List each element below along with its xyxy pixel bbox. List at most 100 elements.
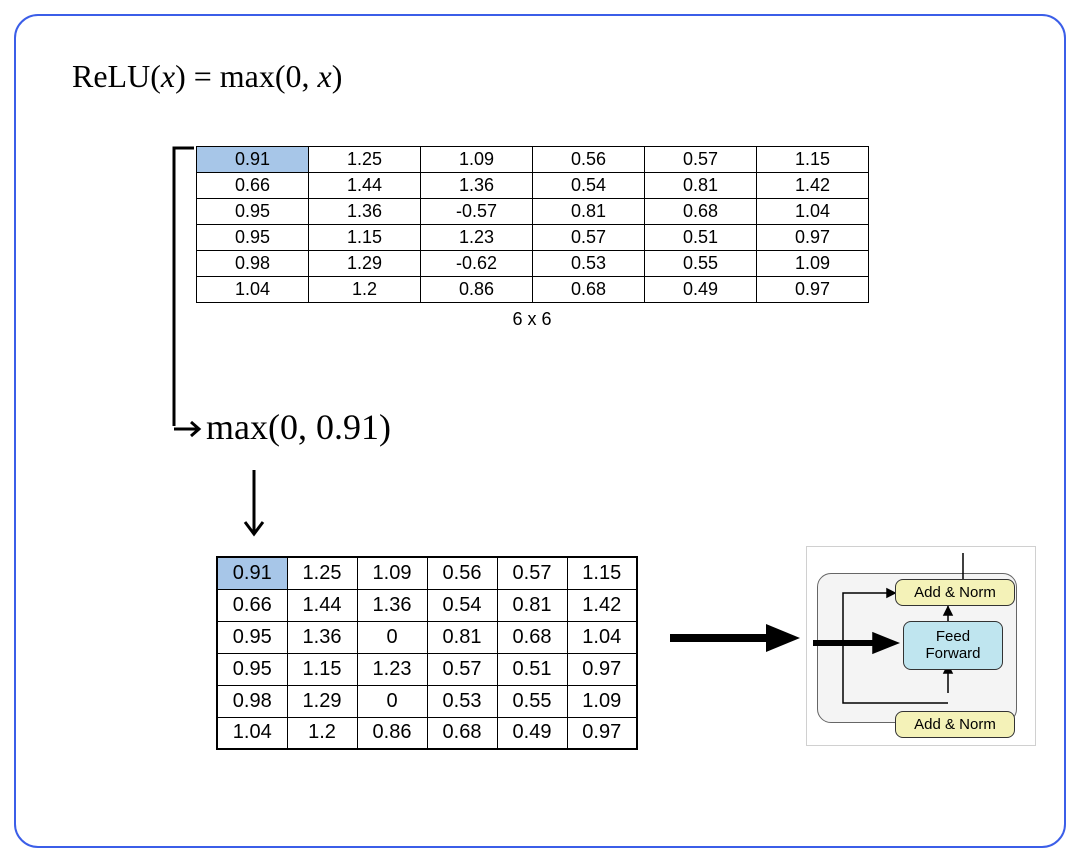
max-expression: max(0, 0.91) <box>206 406 391 448</box>
table-cell: 0.55 <box>497 685 567 717</box>
table-cell: 1.15 <box>567 557 637 589</box>
table-cell: 0.49 <box>497 717 567 749</box>
table-cell: 1.2 <box>287 717 357 749</box>
table-cell: 0.55 <box>645 251 757 277</box>
table-cell: 1.15 <box>757 147 869 173</box>
transformer-diagram: Add & Norm Feed Forward Add & Norm <box>806 546 1036 746</box>
table-cell: 0.97 <box>757 277 869 303</box>
table-cell: 0.57 <box>497 557 567 589</box>
table-row: 0.91 1.25 1.09 0.56 0.57 1.15 <box>197 147 869 173</box>
table-cell: 0.68 <box>427 717 497 749</box>
table-cell: 0.68 <box>497 621 567 653</box>
table-cell: 1.36 <box>421 173 533 199</box>
table-cell: 1.15 <box>287 653 357 685</box>
down-arrow-icon <box>241 466 267 546</box>
table-cell: 0.91 <box>197 147 309 173</box>
table-cell: 0.97 <box>757 225 869 251</box>
table-cell: 0.81 <box>645 173 757 199</box>
input-matrix-table: 0.91 1.25 1.09 0.56 0.57 1.15 0.66 1.44 … <box>196 146 869 303</box>
table-cell: 0.95 <box>217 621 287 653</box>
table-cell: 0.81 <box>533 199 645 225</box>
table-cell: 1.42 <box>567 589 637 621</box>
table-cell: 0.56 <box>427 557 497 589</box>
output-matrix-table: 0.91 1.25 1.09 0.56 0.57 1.15 0.66 1.44 … <box>216 556 638 750</box>
table-row: 1.04 1.2 0.86 0.68 0.49 0.97 <box>197 277 869 303</box>
table-cell: 1.25 <box>309 147 421 173</box>
table-row: 0.91 1.25 1.09 0.56 0.57 1.15 <box>217 557 637 589</box>
table-cell: 0.51 <box>497 653 567 685</box>
table-cell: 0.53 <box>427 685 497 717</box>
table-cell: 0.95 <box>217 653 287 685</box>
table-cell: 1.04 <box>567 621 637 653</box>
table-cell: 0.54 <box>427 589 497 621</box>
table-cell: 0.81 <box>497 589 567 621</box>
input-table-caption: 6 x 6 <box>196 309 868 330</box>
table-cell: 0.86 <box>357 717 427 749</box>
table-cell: 1.09 <box>757 251 869 277</box>
output-table-container: 0.91 1.25 1.09 0.56 0.57 1.15 0.66 1.44 … <box>216 556 638 750</box>
table-row: 0.66 1.44 1.36 0.54 0.81 1.42 <box>217 589 637 621</box>
table-cell: 0.98 <box>197 251 309 277</box>
table-cell: 0.66 <box>217 589 287 621</box>
table-cell: 1.36 <box>287 621 357 653</box>
table-cell: 1.29 <box>287 685 357 717</box>
table-cell: 1.04 <box>197 277 309 303</box>
table-cell: 0.97 <box>567 653 637 685</box>
table-cell: 1.09 <box>357 557 427 589</box>
table-cell: 0.68 <box>645 199 757 225</box>
table-cell: 0.57 <box>645 147 757 173</box>
table-cell: 1.36 <box>357 589 427 621</box>
table-cell: 1.44 <box>309 173 421 199</box>
table-row: 0.98 1.29 0 0.53 0.55 1.09 <box>217 685 637 717</box>
add-norm-block-top: Add & Norm <box>895 579 1015 606</box>
table-cell: 1.42 <box>757 173 869 199</box>
table-cell: 0.86 <box>421 277 533 303</box>
table-cell: 0 <box>357 621 427 653</box>
table-cell: 0.81 <box>427 621 497 653</box>
table-cell: 1.44 <box>287 589 357 621</box>
table-cell: 1.04 <box>757 199 869 225</box>
table-cell: 1.04 <box>217 717 287 749</box>
table-cell: 0.95 <box>197 199 309 225</box>
table-cell: 0.49 <box>645 277 757 303</box>
table-cell: 0.57 <box>533 225 645 251</box>
table-cell: 0.97 <box>567 717 637 749</box>
table-cell: 0.68 <box>533 277 645 303</box>
table-cell: 0.95 <box>197 225 309 251</box>
table-cell: 0 <box>357 685 427 717</box>
table-cell: 1.09 <box>567 685 637 717</box>
content-frame: ReLU(x) = max(0, x) 0.91 1.25 1.09 0.56 … <box>14 14 1066 848</box>
table-cell: 1.25 <box>287 557 357 589</box>
input-table-container: 0.91 1.25 1.09 0.56 0.57 1.15 0.66 1.44 … <box>196 146 869 330</box>
table-row: 0.95 1.36 -0.57 0.81 0.68 1.04 <box>197 199 869 225</box>
table-cell: 1.23 <box>421 225 533 251</box>
feed-forward-block: Feed Forward <box>903 621 1003 670</box>
table-row: 0.98 1.29 -0.62 0.53 0.55 1.09 <box>197 251 869 277</box>
table-cell: -0.62 <box>421 251 533 277</box>
table-cell: 1.09 <box>421 147 533 173</box>
table-cell: 0.66 <box>197 173 309 199</box>
table-cell: 1.23 <box>357 653 427 685</box>
table-row: 1.04 1.2 0.86 0.68 0.49 0.97 <box>217 717 637 749</box>
table-cell: 0.57 <box>427 653 497 685</box>
table-row: 0.66 1.44 1.36 0.54 0.81 1.42 <box>197 173 869 199</box>
table-cell: -0.57 <box>421 199 533 225</box>
table-cell: 1.29 <box>309 251 421 277</box>
table-cell: 1.15 <box>309 225 421 251</box>
right-arrow-icon <box>666 618 806 658</box>
table-cell: 0.54 <box>533 173 645 199</box>
feed-forward-label: Feed Forward <box>914 628 992 663</box>
table-row: 0.95 1.36 0 0.81 0.68 1.04 <box>217 621 637 653</box>
add-norm-block-bottom: Add & Norm <box>895 711 1015 738</box>
table-cell: 0.98 <box>217 685 287 717</box>
table-row: 0.95 1.15 1.23 0.57 0.51 0.97 <box>197 225 869 251</box>
table-cell: 1.36 <box>309 199 421 225</box>
table-cell: 0.51 <box>645 225 757 251</box>
table-cell: 1.2 <box>309 277 421 303</box>
bracket-arrowhead <box>171 416 205 442</box>
relu-formula: ReLU(x) = max(0, x) <box>72 58 342 95</box>
table-row: 0.95 1.15 1.23 0.57 0.51 0.97 <box>217 653 637 685</box>
table-cell: 0.91 <box>217 557 287 589</box>
table-cell: 0.53 <box>533 251 645 277</box>
table-cell: 0.56 <box>533 147 645 173</box>
